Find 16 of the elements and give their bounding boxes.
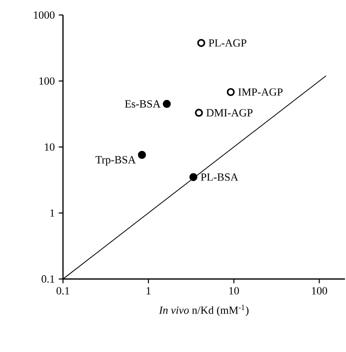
x-tick-label: 0.1 xyxy=(56,287,70,295)
annotation: IMP-AGP xyxy=(238,88,283,96)
x-tick-label: 10 xyxy=(229,287,239,294)
annotation: Es-BSA xyxy=(124,100,161,108)
annotation: PL-BSA xyxy=(200,173,238,181)
x-axis-title: In vivo n/Kd (mM$^{-1}$) xyxy=(158,304,249,316)
x-tick-label: 1 xyxy=(146,287,150,294)
annotation: PL-AGP xyxy=(208,39,246,47)
y-tick-label: 100 xyxy=(39,77,54,85)
x-tick-label: 100 xyxy=(312,287,328,294)
annotation: Trp-BSA xyxy=(96,156,136,166)
y-tick-label: 10 xyxy=(44,143,54,151)
annotation: DMI-AGP xyxy=(206,109,253,116)
y-tick-label: 1000 xyxy=(34,11,54,19)
y-tick-label: 1 xyxy=(50,209,54,217)
y-tick-label: 0.1 xyxy=(42,275,54,283)
